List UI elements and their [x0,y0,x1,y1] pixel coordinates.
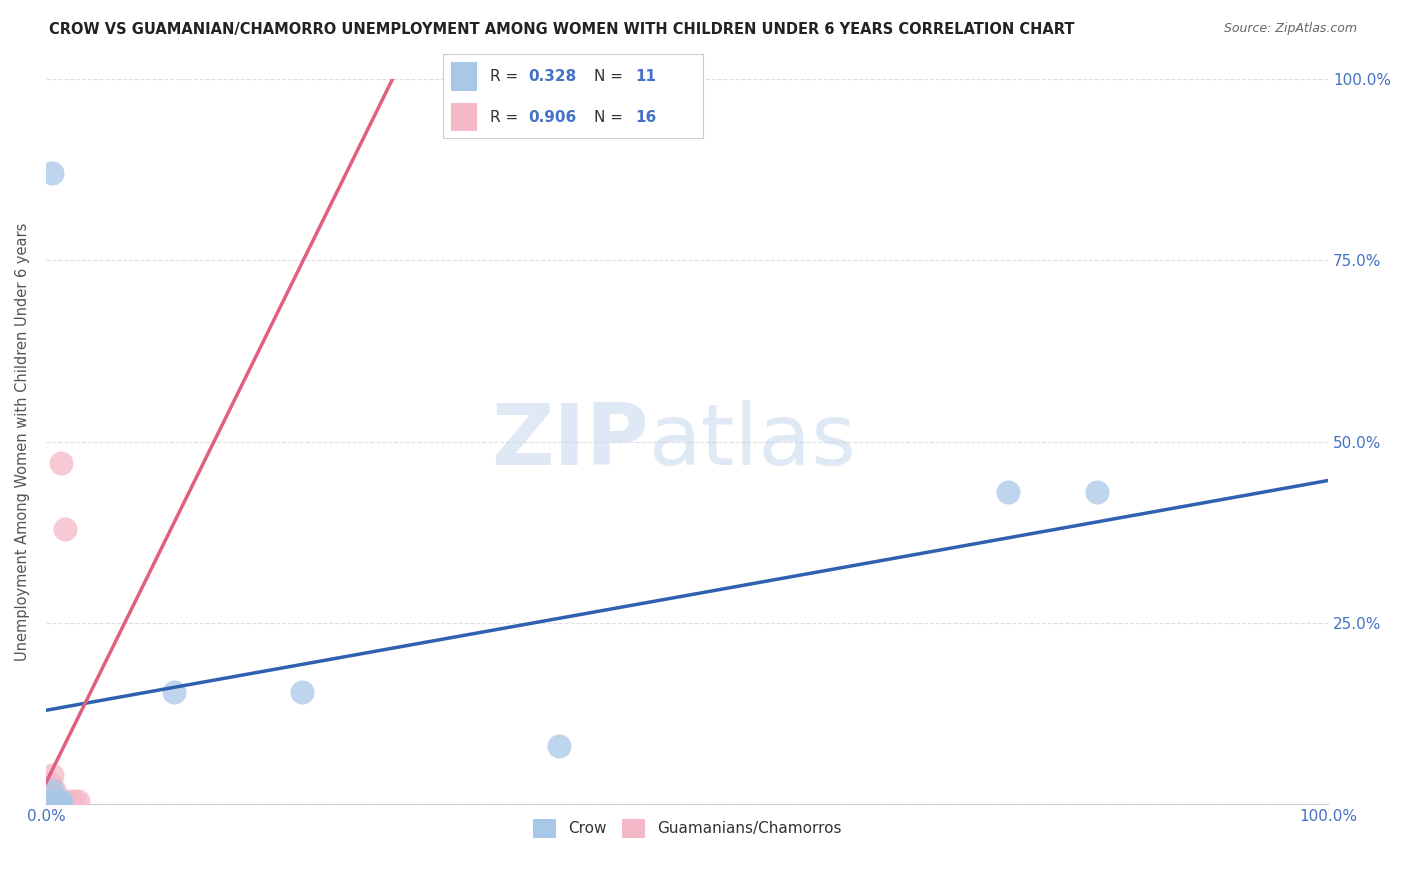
Point [38,775,60,789]
Point [53,522,76,536]
Text: 0.906: 0.906 [529,110,576,125]
Text: 11: 11 [636,69,657,84]
Point [48,794,70,808]
Point [45,794,67,808]
Text: ZIP: ZIP [491,401,648,483]
Text: N =: N = [593,69,627,84]
Point [46,794,69,808]
Point [63,794,86,808]
Point [44,794,66,808]
FancyBboxPatch shape [451,103,477,131]
Point [38,782,60,797]
Legend: Crow, Guamanians/Chamorros: Crow, Guamanians/Chamorros [527,813,848,844]
Point [42,782,65,797]
Point [45,794,67,808]
Text: R =: R = [489,110,523,125]
Point [38,790,60,805]
Point [547,739,569,754]
Point [41,166,63,180]
Point [1085,485,1108,500]
Text: R =: R = [489,69,523,84]
Text: atlas: atlas [648,401,856,483]
Point [997,485,1019,500]
Text: N =: N = [593,110,627,125]
Text: 0.328: 0.328 [529,69,576,84]
Point [37,794,59,808]
FancyBboxPatch shape [451,62,477,91]
Text: CROW VS GUAMANIAN/CHAMORRO UNEMPLOYMENT AMONG WOMEN WITH CHILDREN UNDER 6 YEARS : CROW VS GUAMANIAN/CHAMORRO UNEMPLOYMENT … [49,22,1074,37]
Y-axis label: Unemployment Among Women with Children Under 6 years: Unemployment Among Women with Children U… [15,222,30,661]
Point [41,768,63,782]
Point [41,782,63,797]
Point [39,794,62,808]
Point [163,685,186,699]
Text: Source: ZipAtlas.com: Source: ZipAtlas.com [1223,22,1357,36]
Point [48,794,70,808]
Point [58,794,80,808]
Point [51,457,73,471]
Point [44,794,66,808]
Point [66,794,89,808]
Point [291,685,314,699]
Point [51,794,73,808]
Text: 16: 16 [636,110,657,125]
